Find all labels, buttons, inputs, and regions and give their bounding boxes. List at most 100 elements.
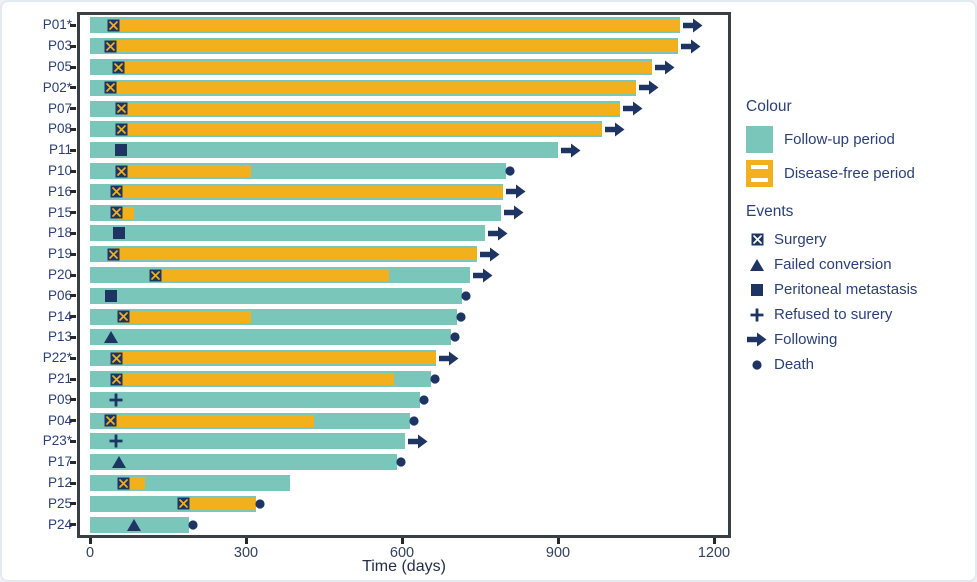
death-marker (450, 332, 460, 342)
death-marker (396, 457, 406, 467)
failed-conversion-marker (127, 518, 142, 531)
death-marker (455, 311, 466, 322)
y-tick (70, 419, 76, 423)
legend-event-item: Following (746, 331, 972, 348)
x-tick (400, 538, 404, 544)
y-tick (70, 169, 76, 173)
following-arrow-marker (488, 226, 508, 241)
disease-free-swatch (746, 160, 773, 187)
death-marker (255, 499, 265, 509)
following-arrow-marker (472, 268, 493, 283)
y-axis-label-P21: P21 (47, 371, 72, 386)
disease-free-bar-P21 (116, 373, 395, 385)
disease-free-bar-P10 (121, 165, 252, 177)
surgery-marker (115, 123, 128, 136)
y-axis-label-P14: P14 (47, 308, 72, 324)
death-marker (461, 291, 471, 301)
y-tick (70, 148, 76, 152)
death-marker (429, 374, 440, 384)
y-tick (70, 44, 76, 48)
disease-free-bar-P02 (110, 81, 636, 94)
following-arrow-marker (683, 18, 703, 33)
legend-colour-label: Follow-up period (784, 131, 895, 148)
x-tick-label-1200: 1200 (697, 545, 731, 561)
y-tick (70, 377, 76, 381)
y-tick (70, 294, 76, 298)
death-icon (746, 359, 768, 370)
x-tick (88, 538, 92, 544)
y-axis-label-P19: P19 (47, 246, 72, 262)
x-tick-label-0: 0 (85, 545, 95, 561)
y-axis-label-P18: P18 (47, 225, 72, 241)
death-marker (409, 415, 419, 426)
y-axis-label-P03: P03 (47, 38, 72, 54)
surgery-marker (107, 248, 120, 261)
y-axis-label-P08: P08 (47, 121, 72, 137)
legend-event-label: Failed conversion (774, 256, 892, 273)
x-tick (556, 538, 560, 544)
following-arrow-marker (623, 101, 643, 116)
legend-event-item: Death (746, 356, 972, 373)
surgery-marker (107, 19, 120, 32)
legend-event-items: Surgery Failed conversion Peritoneal metas… (746, 231, 972, 373)
y-axis-label-P01: P01* (42, 17, 72, 33)
refused-surgery-marker (108, 392, 124, 408)
legend-event-item: Refused to surery (746, 306, 972, 323)
failed-conversion-marker (103, 331, 118, 344)
y-axis-label-P11: P11 (48, 142, 72, 158)
y-tick (70, 107, 76, 111)
legend-event-item: Failed conversion (746, 256, 972, 273)
y-tick (70, 523, 76, 527)
surgery-marker (104, 81, 117, 94)
y-tick (70, 23, 76, 27)
surgery-marker (110, 206, 123, 219)
y-axis-label-P15: P15 (47, 204, 72, 220)
follow-up-bar-P06 (90, 287, 462, 304)
failed-conversion-marker (111, 456, 126, 469)
disease-free-bar-P08 (121, 123, 603, 136)
y-axis-label-P20: P20 (47, 267, 72, 282)
y-tick (70, 211, 76, 215)
disease-free-bar-P25 (183, 497, 257, 510)
following-arrow-marker (561, 143, 581, 158)
y-axis-label-P10: P10 (47, 163, 72, 178)
y-tick (70, 86, 76, 90)
disease-free-bar-P05 (118, 61, 652, 73)
surgery-marker (110, 373, 123, 386)
following-arrow-marker (407, 434, 428, 449)
legend-event-label: Death (774, 356, 815, 373)
y-tick (70, 460, 76, 464)
y-tick (70, 315, 76, 319)
death-marker (188, 519, 198, 530)
surgery-marker (104, 40, 117, 53)
y-tick (70, 356, 76, 360)
y-tick (70, 502, 76, 506)
legend-colour-label: Disease-free period (784, 165, 915, 182)
y-axis-label-P23: P23* (42, 433, 72, 449)
peritoneal-metastasis-marker (112, 227, 125, 240)
y-tick (70, 65, 76, 69)
surgery-icon (746, 233, 768, 246)
following-arrow-marker (480, 247, 500, 262)
y-tick (70, 273, 76, 277)
legend-event-item: Surgery (746, 231, 972, 248)
surgery-marker (112, 61, 125, 74)
y-tick (70, 398, 76, 402)
legend-colour-items: Follow-up period Disease-free period (746, 126, 972, 187)
legend-event-item: Peritoneal metastasis (746, 281, 972, 298)
follow-up-swatch (746, 126, 773, 153)
y-axis-label-P13: P13 (47, 329, 72, 345)
y-tick (70, 335, 76, 339)
refused-surgery-marker (108, 433, 124, 449)
legend-event-label: Peritoneal metastasis (774, 281, 918, 298)
swatch-dash (751, 178, 768, 182)
plot-area (77, 12, 731, 538)
peritoneal-metastasis-icon (746, 283, 768, 296)
y-tick (70, 252, 76, 256)
follow-up-bar-P17 (90, 454, 397, 471)
following-icon (746, 332, 768, 347)
following-arrow-marker (654, 60, 675, 75)
follow-up-bar-P11 (90, 142, 558, 159)
disease-free-bar-P07 (121, 102, 621, 115)
